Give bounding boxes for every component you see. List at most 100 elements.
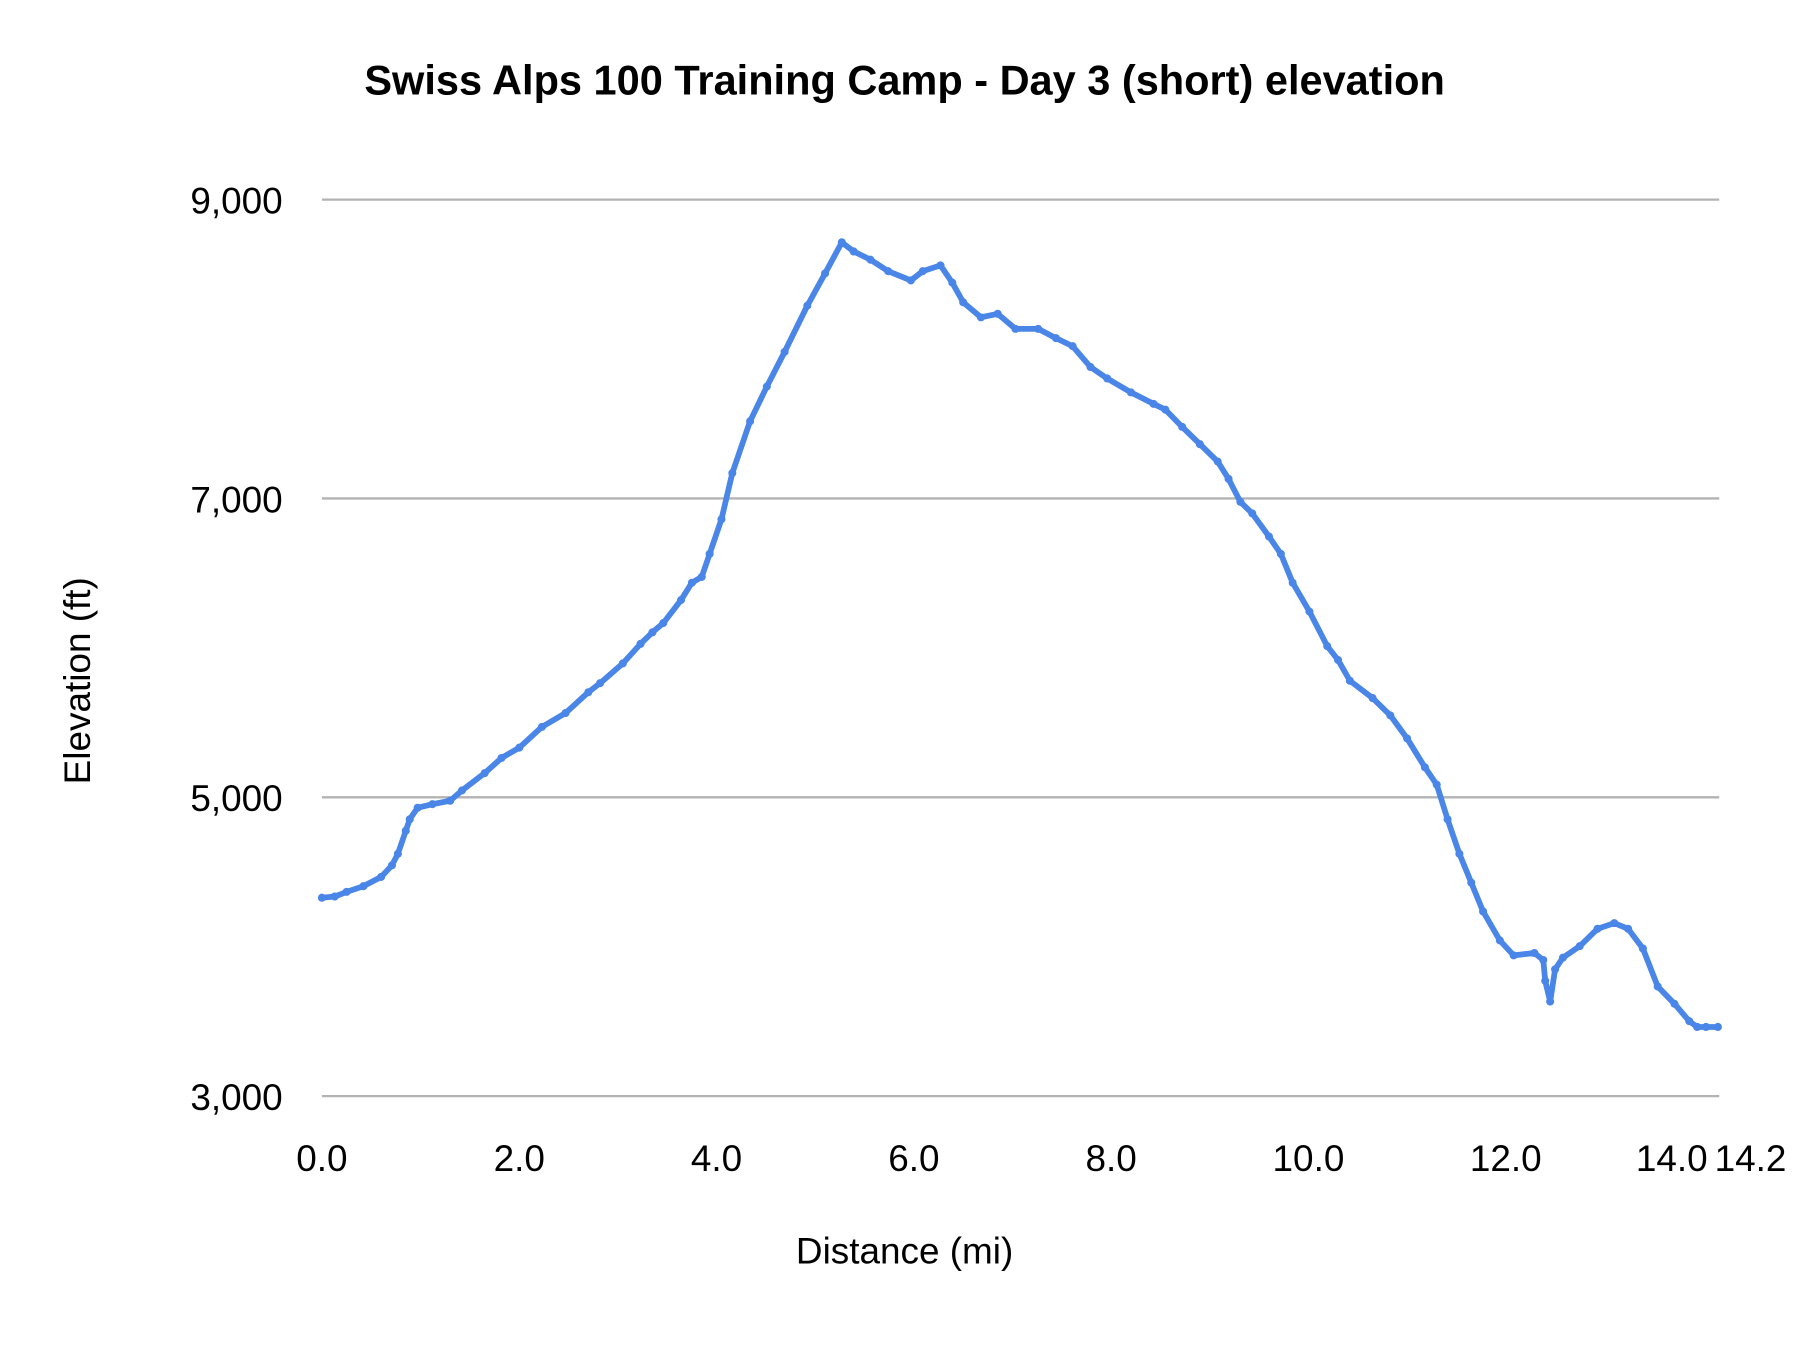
x-tick-label: 4.0 [691, 1138, 742, 1179]
data-point [1236, 497, 1245, 506]
data-point [618, 659, 627, 668]
data-point [537, 722, 546, 731]
data-point [1575, 942, 1584, 951]
data-point [1264, 532, 1274, 541]
x-tick-label: 14.0 [1636, 1138, 1708, 1179]
data-point [387, 861, 397, 870]
data-point [936, 261, 945, 270]
data-point [1161, 405, 1170, 414]
data-point [1178, 422, 1187, 431]
data-point [1288, 578, 1297, 587]
data-point [1701, 1022, 1711, 1032]
data-point [1103, 374, 1112, 383]
gridlines [321, 198, 1720, 1098]
data-point [803, 301, 812, 310]
data-point [705, 549, 714, 558]
data-point [428, 800, 437, 809]
data-point [1432, 780, 1441, 789]
data-point [342, 887, 351, 896]
data-point [1051, 334, 1060, 343]
data-point [584, 688, 593, 697]
data-point [405, 815, 414, 824]
data-point [1479, 907, 1488, 916]
data-point [561, 708, 570, 718]
data-point [1276, 549, 1285, 558]
x-tick-label: 0.0 [296, 1138, 347, 1179]
data-point [1509, 951, 1518, 960]
data-point [515, 743, 524, 752]
x-tick-label: 8.0 [1085, 1138, 1136, 1179]
data-point [648, 628, 657, 637]
x-tick-label: 14.2 [1715, 1138, 1787, 1179]
data-point [1213, 457, 1222, 466]
data-point [457, 786, 467, 795]
data-point [884, 267, 893, 276]
data-point [1653, 982, 1662, 991]
data-point [1624, 924, 1633, 933]
data-point [1126, 388, 1135, 397]
data-point [446, 796, 455, 805]
data-point [1224, 474, 1233, 483]
data-point [762, 382, 771, 391]
data-point [948, 278, 957, 287]
data-point [746, 417, 755, 426]
data-point [697, 572, 706, 581]
data-point [1068, 342, 1077, 351]
data-point [659, 619, 668, 628]
data-point [1334, 655, 1343, 665]
data-point [413, 803, 422, 812]
data-point [728, 469, 737, 478]
data-point [906, 276, 915, 285]
data-point [497, 753, 506, 763]
data-point [959, 298, 968, 307]
data-point [717, 515, 726, 524]
data-point [401, 826, 410, 835]
data-point [317, 893, 326, 902]
y-tick-label: 7,000 [190, 479, 282, 520]
series-elevation [317, 238, 1722, 1032]
y-axis-label: Elevation (ft) [57, 577, 98, 784]
data-point [1034, 324, 1043, 333]
data-point [393, 849, 402, 858]
data-point [1386, 711, 1395, 720]
data-point [1593, 924, 1602, 933]
data-point [1670, 999, 1679, 1008]
data-point [596, 679, 605, 688]
data-point [1149, 399, 1158, 408]
data-point [1530, 948, 1539, 958]
data-point [1495, 936, 1504, 945]
data-point [1467, 878, 1476, 887]
data-point [1368, 694, 1377, 703]
x-axis-ticks: 0.0 2.0 4.0 6.0 8.0 10.0 12.0 14.0 14.2 [296, 1138, 1786, 1179]
chart-title: Swiss Alps 100 Training Camp - Day 3 (sh… [364, 57, 1444, 104]
data-point [1086, 362, 1095, 372]
data-point [1323, 642, 1332, 651]
y-tick-label: 9,000 [190, 180, 282, 221]
data-point [359, 882, 368, 891]
data-point [849, 247, 858, 256]
data-point [1305, 607, 1314, 616]
data-point [1420, 763, 1429, 772]
data-point [1195, 440, 1204, 449]
data-point [1638, 944, 1647, 953]
x-axis-label: Distance (mi) [796, 1230, 1013, 1271]
data-point [636, 639, 645, 648]
data-point [780, 347, 789, 356]
data-point [1248, 509, 1257, 518]
data-point [993, 309, 1002, 318]
data-point [866, 255, 875, 264]
data-point [1455, 849, 1464, 858]
data-point [676, 596, 686, 605]
data-point [1558, 953, 1568, 962]
y-axis-ticks: 3,000 5,000 7,000 9,000 [190, 180, 282, 1118]
data-point [837, 238, 846, 247]
x-tick-label: 2.0 [494, 1138, 545, 1179]
data-point [330, 892, 339, 901]
data-point [1685, 1017, 1694, 1026]
data-point [976, 313, 985, 322]
x-tick-label: 12.0 [1470, 1138, 1542, 1179]
data-point [1345, 676, 1354, 685]
x-tick-label: 6.0 [888, 1138, 939, 1179]
data-point [480, 769, 489, 778]
data-point [1546, 997, 1555, 1006]
